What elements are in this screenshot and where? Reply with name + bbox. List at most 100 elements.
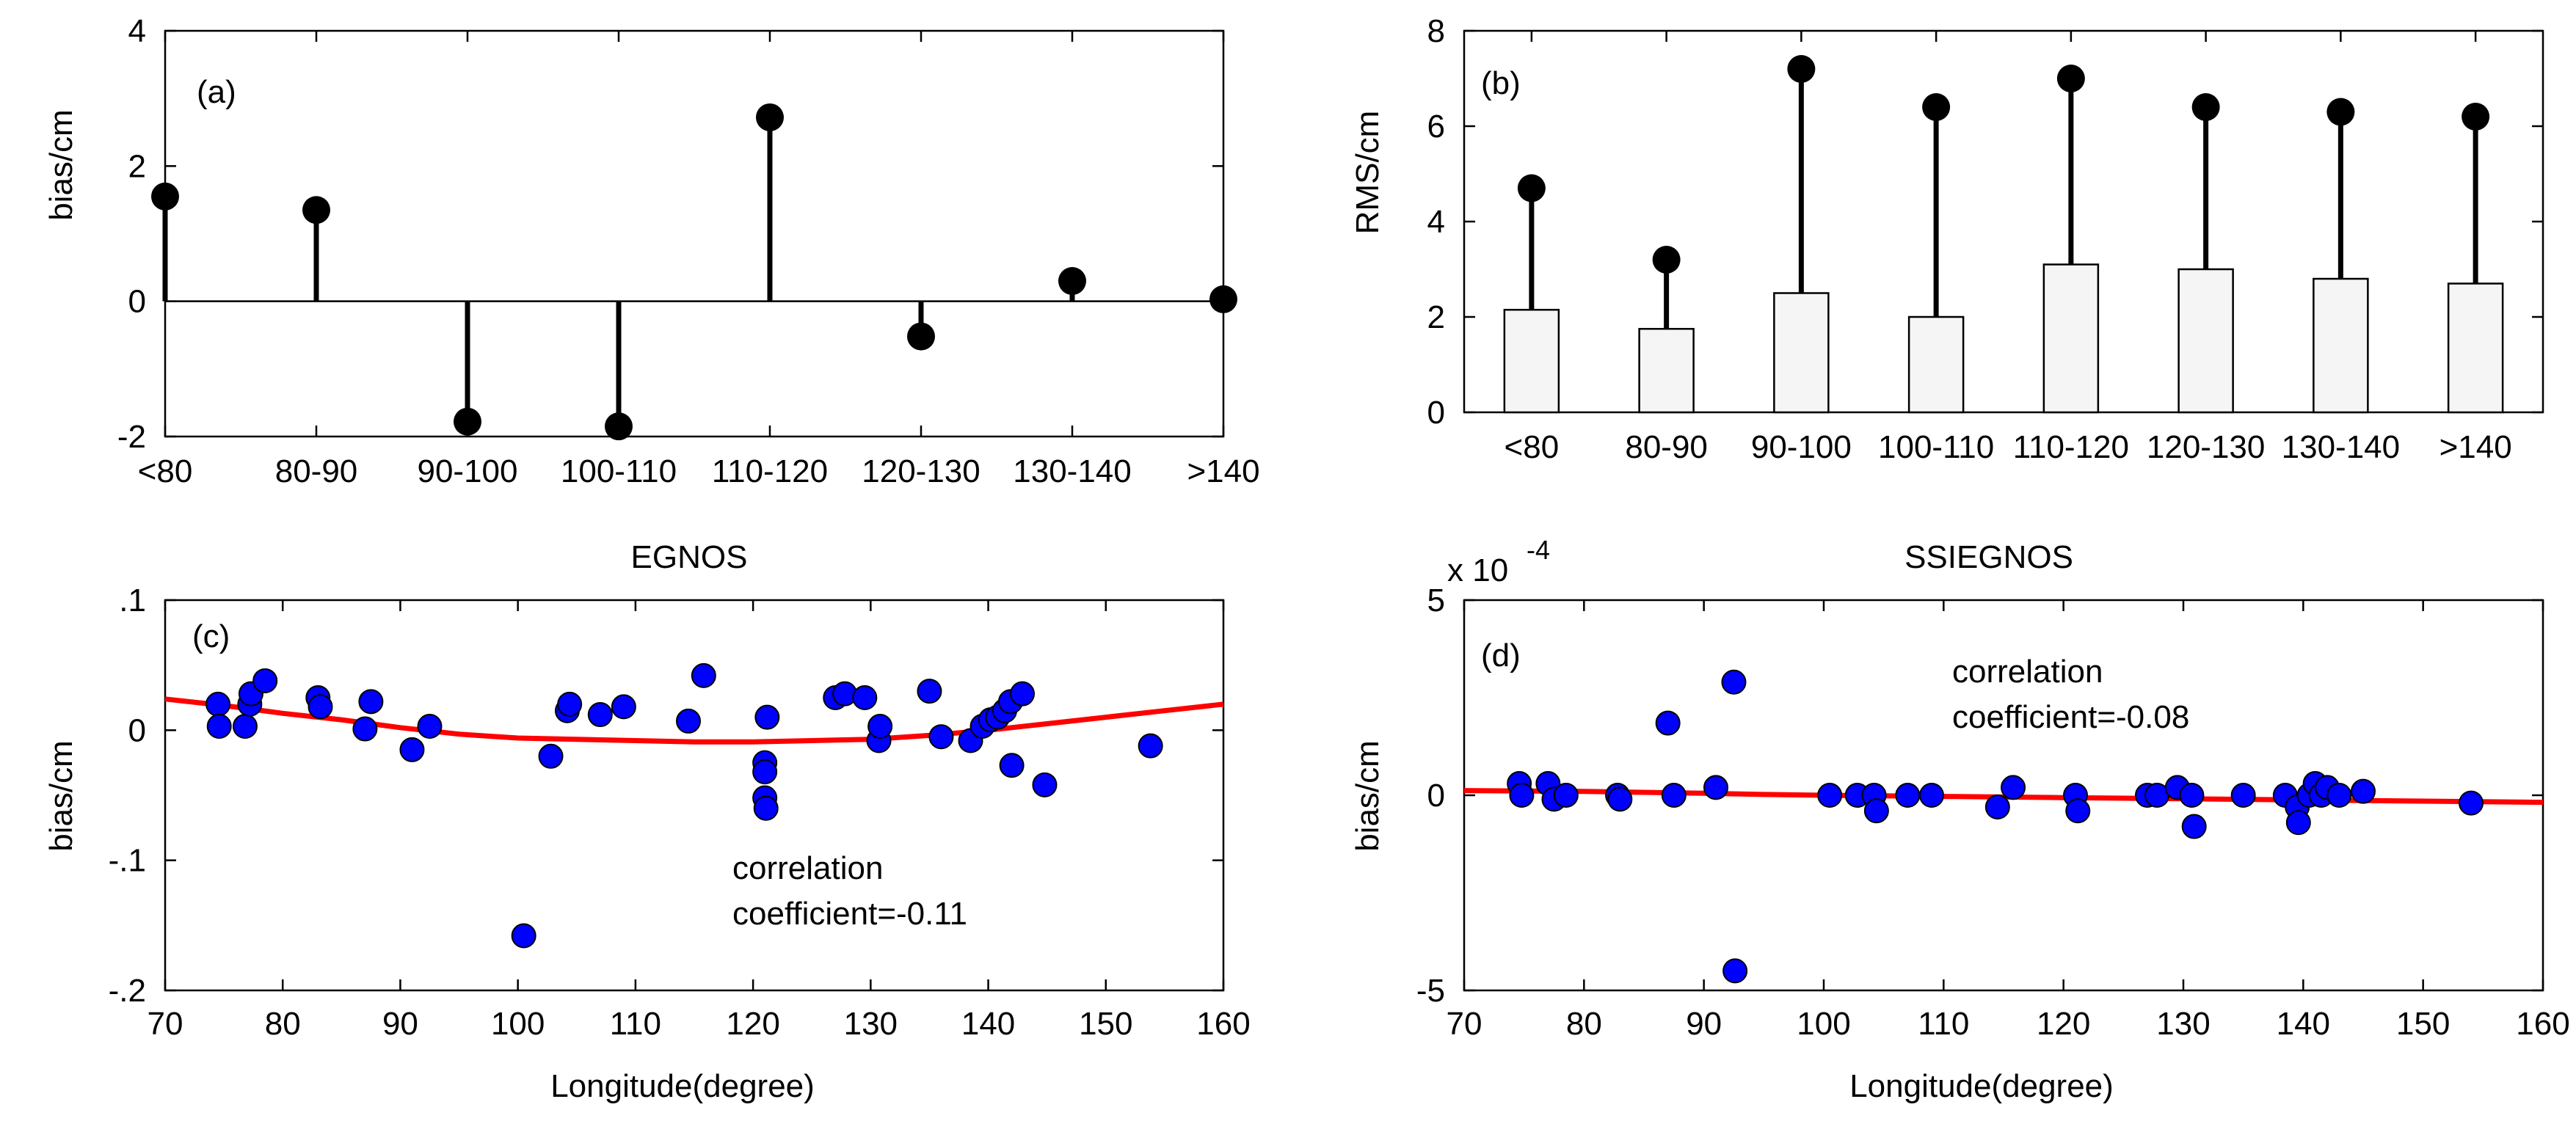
panel-c-data-point — [538, 743, 564, 769]
panel-b-bar — [1773, 292, 1830, 414]
panel-d-data-point — [2285, 810, 2311, 836]
panel-b-marker — [1652, 246, 1681, 274]
panel-b-marker — [1787, 55, 1816, 83]
panel-b-y-tick-label: 6 — [1427, 109, 1445, 145]
panel-b-bar — [1503, 309, 1560, 414]
panel-c-y-axis-label: bias/cm — [43, 740, 79, 852]
panel-c-data-point — [205, 691, 231, 717]
panel-b-bar — [1907, 315, 1965, 414]
panel-c-y-tick-label: .1 — [119, 583, 146, 618]
panel-b-x-tick-label: 80-90 — [1625, 429, 1708, 465]
panel-c-x-tick-label: 110 — [610, 1006, 661, 1042]
panel-d-data-point — [2179, 783, 2205, 808]
panel-c-y-tick-label: -.2 — [109, 973, 146, 1009]
panel-b-bar — [1638, 328, 1695, 414]
panel-b-x-tick-label: 100-110 — [1878, 429, 1994, 465]
panel-c-data-point — [999, 753, 1025, 778]
panel-c-data-point — [611, 694, 636, 720]
panel-a-x-tick-label: 80-90 — [275, 453, 358, 489]
panel-d-multiplier-label: x 10 — [1447, 552, 1508, 588]
panel-d-data-point — [2230, 783, 2256, 808]
panel-a-y-tick-label: 4 — [128, 13, 146, 49]
panel-c-y-tick-label: 0 — [128, 712, 146, 748]
panel-c-x-axis-label: Longitude(degree) — [550, 1068, 815, 1104]
panel-c-x-tick-label: 90 — [382, 1006, 418, 1042]
panel-a-x-tick-label: 130-140 — [1013, 453, 1131, 489]
panel-b-y-tick-label: 4 — [1427, 204, 1445, 240]
panel-a-x-tick-label: <80 — [138, 453, 193, 489]
panel-b-y-tick-label: 0 — [1427, 395, 1445, 431]
panel-b-marker — [1922, 93, 1951, 121]
panel-a-y-tick-label: 0 — [128, 284, 146, 320]
panel-d-data-point — [2351, 778, 2376, 804]
panel-c-title: EGNOS — [631, 539, 748, 575]
panel-b: (b) RMS/cm 0 2 4 6 8 <80 80-90 90-100 100-110 110… — [1350, 13, 2544, 465]
panel-a-x-tick-label: >140 — [1187, 453, 1259, 489]
panel-a-marker — [302, 196, 330, 224]
panel-a-marker — [151, 182, 179, 211]
panel-b-x-tick-label: 120-130 — [2147, 429, 2265, 465]
panel-c-data-point — [852, 685, 878, 710]
panel-d-y-axis-label: bias/cm — [1350, 740, 1386, 852]
panel-a-plot-frame — [164, 29, 1225, 438]
panel-c-data-point — [917, 679, 942, 704]
panel-d-label: (d) — [1481, 638, 1521, 673]
panel-d-data-point — [2065, 798, 2091, 824]
panel-c-data-point — [232, 714, 258, 740]
panel-c-data-point — [1138, 733, 1163, 759]
panel-d-data-point — [1919, 783, 1944, 808]
panel-d-data-point — [2459, 790, 2484, 816]
panel-c-plot-frame — [164, 599, 1225, 992]
panel-b-plot-frame — [1463, 29, 2544, 414]
panel-b-y-tick-label: 2 — [1427, 299, 1445, 335]
panel-d-x-axis-label: Longitude(degree) — [1849, 1068, 2114, 1104]
panel-d-x-tick-label: 100 — [1797, 1006, 1850, 1042]
panel-d-data-point — [1721, 669, 1747, 695]
panel-b-y-axis-label: RMS/cm — [1350, 111, 1386, 235]
panel-d-data-point — [1895, 783, 1921, 808]
panel-a-y-tick-label: 2 — [128, 148, 146, 184]
panel-a-marker — [1058, 267, 1086, 296]
panel-c-data-point — [691, 662, 716, 688]
panel-d-y-tick-label: 5 — [1427, 583, 1445, 618]
panel-d-x-tick-label: 70 — [1447, 1006, 1482, 1042]
panel-c-x-tick-label: 150 — [1079, 1006, 1132, 1042]
panel-b-marker — [1517, 174, 1546, 202]
panel-b-y-tick-label: 8 — [1427, 13, 1445, 49]
panel-b-marker — [2326, 98, 2355, 126]
panel-d-x-tick-label: 80 — [1566, 1006, 1602, 1042]
panel-c-x-tick-label: 70 — [148, 1006, 183, 1042]
panel-c-data-point — [867, 714, 893, 740]
panel-a-marker — [454, 407, 481, 436]
panel-d-data-point — [1509, 783, 1535, 808]
panel-c-x-tick-label: 130 — [844, 1006, 898, 1042]
panel-c-fit-line — [164, 696, 1224, 745]
panel-a-label: (a) — [197, 74, 236, 110]
panel-c-data-point — [358, 689, 384, 715]
panel-d-data-point — [1817, 783, 1843, 808]
panel-b-label: (b) — [1481, 65, 1521, 101]
panel-b-x-tick-label: 110-120 — [2013, 429, 2129, 465]
panel-b-marker — [2056, 65, 2085, 92]
panel-d-data-point — [1655, 710, 1681, 736]
panel-a-x-tick-label: 120-130 — [862, 453, 980, 489]
panel-b-x-tick-label: <80 — [1505, 429, 1560, 465]
panel-d-x-tick-label: 160 — [2516, 1006, 2569, 1042]
panel-d-data-point — [2326, 783, 2352, 808]
panel-a-marker — [907, 322, 935, 351]
panel-c-x-tick-label: 80 — [265, 1006, 301, 1042]
panel-a-marker — [605, 412, 633, 441]
panel-c-data-point — [928, 724, 954, 750]
panel-c-data-point — [399, 737, 425, 762]
panel-c-data-point — [587, 702, 613, 728]
panel-a-y-tick-label: -2 — [117, 419, 146, 455]
panel-d-data-point — [2001, 775, 2026, 800]
panel-d-x-tick-label: 90 — [1686, 1006, 1722, 1042]
panel-c: EGNOS (c) bias/cm Longitude(degree) corr… — [43, 539, 1251, 1104]
panel-d-x-tick-label: 130 — [2156, 1006, 2210, 1042]
panel-c-data-point — [308, 694, 333, 720]
panel-b-marker — [2191, 93, 2220, 121]
panel-d-x-tick-label: 110 — [1918, 1006, 1969, 1042]
panel-c-data-point — [1032, 772, 1058, 797]
